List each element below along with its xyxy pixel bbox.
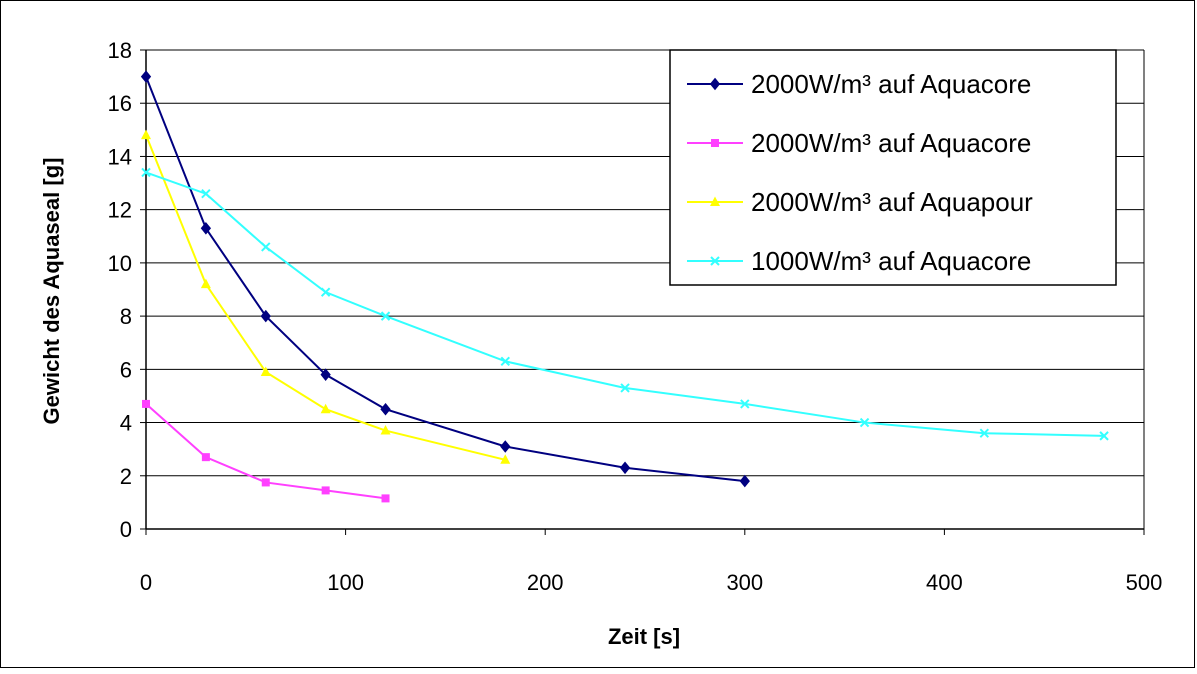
series-1	[140, 70, 750, 488]
series-line	[145, 76, 745, 483]
y-tick-label: 8	[120, 304, 132, 329]
data-point	[140, 70, 152, 83]
legend-box	[669, 49, 1117, 286]
data-point	[201, 453, 210, 462]
data-point	[321, 486, 330, 495]
x-axis-label: Zeit [s]	[608, 624, 680, 649]
y-tick-label: 18	[108, 38, 132, 63]
legend-marker	[709, 77, 721, 91]
data-point	[141, 167, 151, 178]
data-point	[619, 461, 631, 475]
legend-label: 1000W/m³ auf Aquacore	[751, 246, 1031, 276]
data-point	[260, 366, 271, 376]
y-tick-label: 14	[108, 144, 132, 169]
y-tick-label: 12	[108, 198, 132, 223]
data-point	[381, 494, 390, 503]
y-tick-labels: 0 2 4 6 8 10 12 14 16 18	[108, 38, 132, 542]
data-point	[141, 129, 151, 140]
series-3	[141, 129, 511, 464]
legend-marker	[711, 139, 719, 147]
data-point	[500, 454, 511, 464]
x-tick-label: 100	[327, 570, 364, 595]
data-point	[380, 425, 391, 435]
x-tick-label: 500	[1126, 570, 1163, 595]
data-point	[261, 242, 271, 252]
legend-item: 2000W/m³ auf Aquacore	[687, 69, 1031, 99]
legend: 2000W/m³ auf Aquacore 2000W/m³ auf Aquaco…	[669, 49, 1117, 286]
data-point	[320, 287, 331, 297]
series-2	[142, 399, 390, 503]
legend-item: 2000W/m³ auf Aquapour	[687, 187, 1033, 217]
data-point	[1099, 431, 1109, 441]
data-point	[142, 399, 150, 408]
legend-label: 2000W/m³ auf Aquapour	[751, 187, 1033, 217]
data-point	[739, 474, 750, 488]
legend-item: 2000W/m³ auf Aquacore	[687, 128, 1031, 158]
data-point	[859, 417, 870, 428]
data-point	[320, 403, 331, 414]
data-point	[620, 383, 630, 393]
series-4	[141, 167, 1109, 441]
legend-label: 2000W/m³ auf Aquacore	[751, 128, 1031, 158]
y-tick-label: 10	[108, 251, 132, 276]
legend-item: 1000W/m³ auf Aquacore	[687, 246, 1031, 276]
x-tick-label: 0	[140, 570, 152, 595]
legend-marker	[710, 196, 720, 206]
data-point	[740, 399, 750, 409]
legend-label: 2000W/m³ auf Aquacore	[751, 69, 1031, 99]
data-point	[380, 311, 391, 321]
y-axis-label: Gewicht des Aquaseal [g]	[39, 158, 64, 425]
data-point	[979, 428, 990, 438]
x-tick-labels: 0 100 200 300 400 500	[140, 570, 1162, 595]
y-tick-label: 6	[120, 357, 132, 382]
data-point	[320, 368, 331, 381]
legend-marker	[710, 256, 720, 266]
data-point	[500, 356, 510, 367]
data-point	[200, 222, 212, 235]
series-line	[145, 134, 506, 461]
y-tick-label: 0	[120, 517, 132, 542]
y-tick-label: 16	[108, 91, 132, 116]
x-tick-label: 400	[926, 570, 963, 595]
data-point	[261, 478, 270, 487]
y-tick-label: 4	[120, 411, 132, 436]
data-point	[260, 309, 271, 323]
data-point	[380, 402, 391, 416]
data-point	[200, 278, 211, 289]
x-tick-label: 200	[527, 570, 564, 595]
x-tick-label: 300	[726, 570, 763, 595]
data-point	[201, 188, 211, 199]
data-point	[500, 440, 511, 453]
y-tick-label: 2	[120, 464, 132, 489]
data-series	[140, 70, 1109, 503]
